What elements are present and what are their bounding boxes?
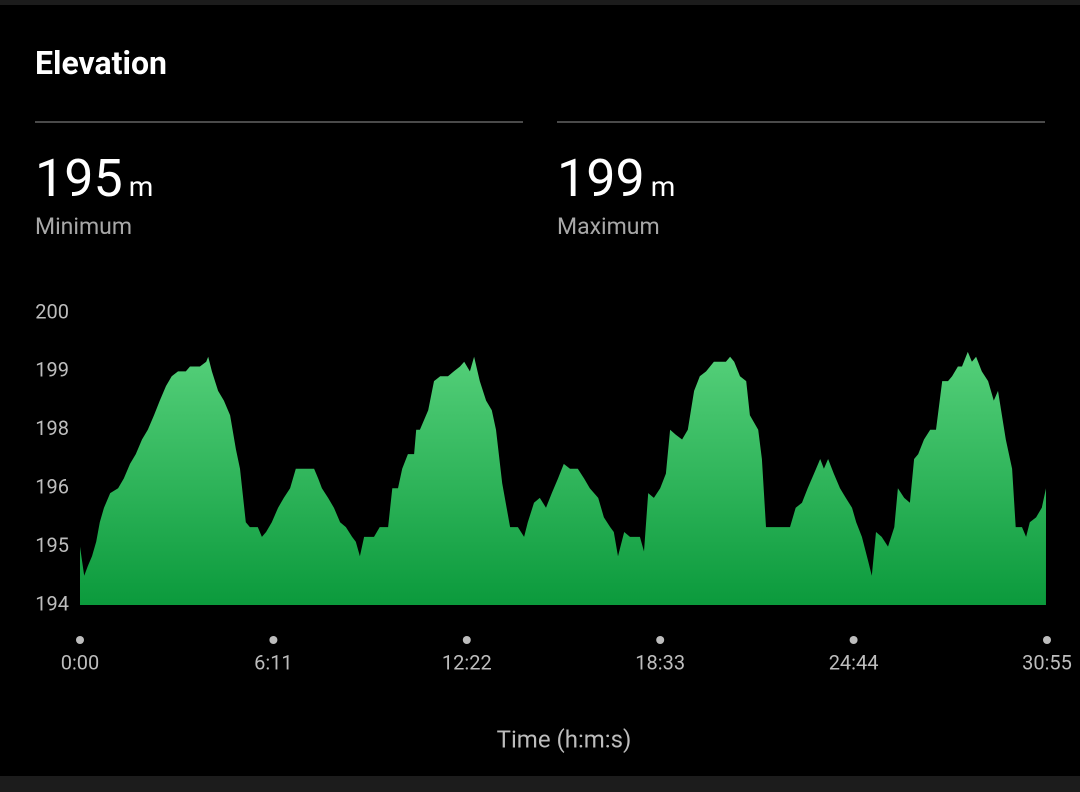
stat-label: Maximum (557, 213, 660, 240)
x-tick-dot (76, 636, 84, 644)
stat-label: Minimum (35, 213, 132, 240)
x-tick-dot (462, 636, 471, 644)
stat-unit: m (650, 170, 676, 203)
top-bar (0, 0, 1080, 5)
divider (35, 121, 523, 123)
x-tick-label: 0:00 (61, 650, 100, 674)
x-tick-dot (656, 636, 665, 644)
y-tick-label: 196 (35, 474, 69, 498)
chart: Time (h:m:s) 194 195 196 198 199 200 0:00 6:11 1… (35, 299, 1072, 753)
y-tick-label: 200 (35, 299, 69, 323)
stat-value: 199 (557, 148, 645, 209)
x-axis-label: Time (h:m:s) (497, 725, 632, 753)
stat-value: 195 (35, 148, 123, 209)
x-tick-label: 24:44 (829, 650, 879, 674)
card-title: Elevation (35, 44, 167, 82)
bottom-bar (0, 776, 1080, 792)
y-tick-label: 199 (35, 358, 69, 382)
y-tick-label: 194 (35, 591, 69, 615)
x-tick-label: 18:33 (635, 650, 685, 674)
stat: 199 m Maximum (557, 148, 675, 240)
stat-unit: m (128, 170, 154, 203)
x-tick-label: 6:11 (254, 650, 293, 674)
y-tick-label: 198 (35, 416, 69, 440)
elevation-area (80, 351, 1046, 605)
x-tick-label: 30:55 (1022, 650, 1072, 674)
x-tick-dot (1043, 636, 1051, 644)
x-tick-dot (849, 636, 858, 644)
stat: 195 m Minimum (35, 148, 153, 240)
x-tick-label: 12:22 (442, 650, 492, 674)
y-tick-label: 195 (35, 533, 69, 557)
x-tick-dot (269, 636, 278, 644)
divider (557, 121, 1045, 123)
